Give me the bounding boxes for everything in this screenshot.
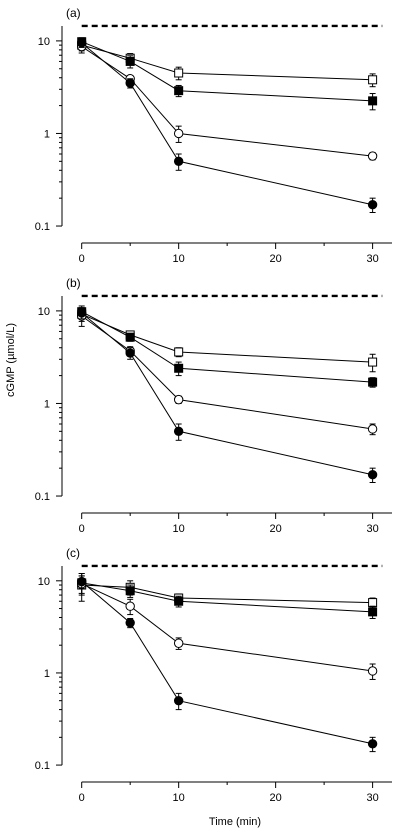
panel-b-series-3-point xyxy=(76,308,87,318)
panel-c-series-3-point xyxy=(125,618,135,628)
panel-a-series-1-point xyxy=(125,56,135,66)
panel-c-series-2-point xyxy=(173,638,184,648)
panel-a-y-tick-label: 10 xyxy=(38,36,50,48)
panel-a-series-3-point xyxy=(76,38,87,48)
panel-b-series-3-line xyxy=(81,312,373,476)
panel-c-series-2-line xyxy=(81,583,373,672)
panel-b-series-3-point xyxy=(125,348,135,358)
panel-a-x-tick-label: 0 xyxy=(79,253,85,265)
panel-c-series-3-point xyxy=(173,695,184,706)
panel-b-series-3-point xyxy=(367,469,378,480)
panel-b-series-0-point xyxy=(368,357,378,367)
panel-b-series-2-point xyxy=(367,424,378,434)
panel-a-series-0-point xyxy=(368,75,378,85)
panel-c-y-tick-label: 0.1 xyxy=(35,760,50,772)
panel-b-series-1-point xyxy=(174,363,184,373)
panel-b-series-3-point xyxy=(173,426,184,437)
panel-b-y-tick-label: 1 xyxy=(44,398,50,410)
panel-b-series-1-point xyxy=(368,377,378,387)
panel-a-series-2-line xyxy=(81,46,373,157)
panel-c-series-1-point xyxy=(174,596,184,606)
panel-c-x-tick-label: 30 xyxy=(366,792,378,804)
x-axis-label: Time (min) xyxy=(209,816,261,828)
panel-a-x-tick-label: 20 xyxy=(270,253,282,265)
panel-c-series-2-point xyxy=(125,601,135,611)
panel-c-x-tick-label: 10 xyxy=(173,792,185,804)
panel-c-series-0-line xyxy=(81,584,373,604)
panel-a-label: (a) xyxy=(66,6,81,20)
panel-b-y-tick-label: 0.1 xyxy=(35,491,50,503)
panel-c-label: (c) xyxy=(66,546,80,560)
panel-c-series-1-point xyxy=(368,607,378,617)
panel-a-series-3-point xyxy=(125,78,135,88)
panel-c-y-tick-label: 1 xyxy=(44,668,50,680)
panel-a-series-1-point xyxy=(368,96,378,106)
panel-b-series-0-line xyxy=(81,313,373,363)
panel-a-series-1-point xyxy=(174,86,184,96)
panel-c-series-3-line xyxy=(81,581,373,745)
panel-b-series-0-point xyxy=(174,347,184,357)
panel-a: (a) 10 1 0.1 0 10 20 30 xyxy=(35,6,392,265)
panel-a-y-tick-label: 0.1 xyxy=(35,221,50,233)
panel-c-y-tick-label: 10 xyxy=(38,576,50,588)
panel-c: (c) 10 1 0.1 0 10 20 30 xyxy=(35,546,392,804)
panel-c-x-tick-label: 20 xyxy=(270,792,282,804)
panel-a-x-tick-label: 30 xyxy=(366,253,378,265)
panel-a-series-3-point xyxy=(173,156,184,167)
panel-b-label: (b) xyxy=(66,276,81,290)
panel-b-x-tick-label: 30 xyxy=(366,523,378,535)
panel-c-series-2-point xyxy=(367,666,378,676)
panel-a-series-2-point xyxy=(367,151,378,161)
panel-a-y-tick-label: 1 xyxy=(44,128,50,140)
panel-b-series-1-point xyxy=(125,332,135,342)
panel-c-series-1-point xyxy=(125,586,135,596)
panel-b-x-tick-label: 10 xyxy=(173,523,185,535)
panel-b: (b) 10 1 0.1 0 10 20 30 xyxy=(35,276,392,535)
panel-b-series-1-line xyxy=(81,311,373,383)
panel-c-series-3-point xyxy=(367,739,378,749)
panel-b-x-tick-label: 20 xyxy=(270,523,282,535)
panel-a-series-2-point xyxy=(173,128,184,139)
panel-a-series-0-line xyxy=(81,44,373,81)
y-axis-label: cGMP (µmol/L) xyxy=(5,323,17,397)
panel-c-series-3-point xyxy=(76,576,87,587)
panel-a-series-1-line xyxy=(81,41,373,102)
panel-b-y-tick-label: 10 xyxy=(38,306,50,318)
panel-a-series-3-line xyxy=(81,42,373,206)
panel-c-series-0-point xyxy=(368,598,378,608)
panel-a-x-tick-label: 10 xyxy=(173,253,185,265)
panel-b-series-2-point xyxy=(173,394,184,405)
panel-a-series-3-point xyxy=(367,199,378,210)
panel-a-series-0-point xyxy=(174,68,184,78)
panel-b-x-tick-label: 0 xyxy=(79,523,85,535)
panel-c-x-tick-label: 0 xyxy=(79,792,85,804)
panel-c-series-1-line xyxy=(81,582,373,613)
